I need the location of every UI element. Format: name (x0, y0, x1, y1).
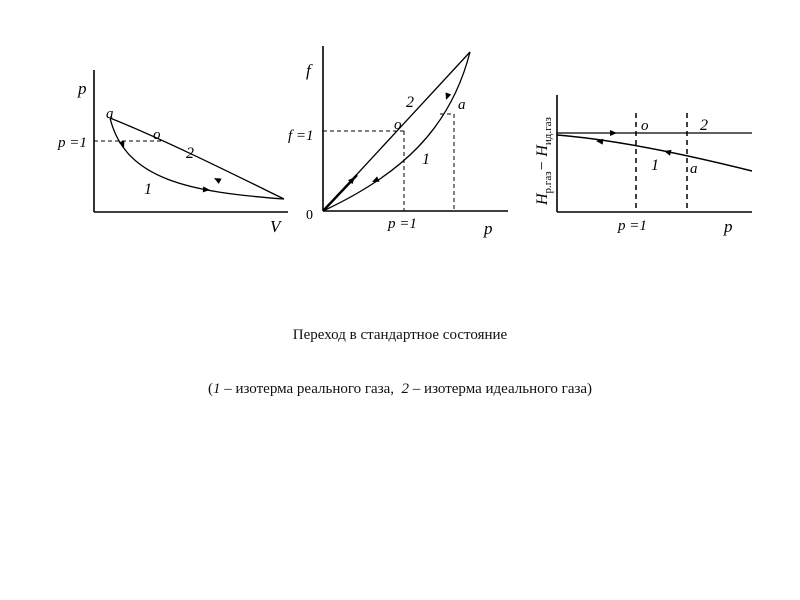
pv-x-label: V (270, 217, 283, 236)
caption-title: Переход в стандартное состояние (292, 327, 508, 343)
h-point-o: o (641, 118, 649, 134)
pv-point-a: a (106, 106, 114, 122)
caption-text-2: – изотерма идеального газа) (409, 381, 593, 397)
pv-ideal-isotherm (109, 117, 285, 200)
fp-curve-label-2: 2 (406, 94, 414, 111)
h-arrow-real-2 (663, 148, 672, 156)
pv-curve-label-1: 1 (144, 181, 152, 198)
fp-point-o: o (394, 117, 402, 133)
pv-p1-label: p =1 (57, 135, 87, 151)
h-curve-label-1: 1 (651, 157, 659, 174)
h-curve-label-2: 2 (700, 117, 708, 134)
fp-x-label: p (483, 219, 493, 238)
h-x-label: p (723, 217, 733, 236)
fp-p1-label: p =1 (387, 216, 417, 232)
h-y-label: Hр.газ− Hид.газ (534, 117, 554, 206)
fp-arrow-real-1 (443, 92, 452, 102)
h-point-a: a (690, 161, 698, 177)
pv-real-isotherm (109, 117, 285, 200)
fp-real-isotherm (322, 51, 471, 212)
caption-num-1: 1 (212, 381, 221, 397)
pv-arrow-real-2 (202, 186, 211, 193)
svg-text:Hр.газ− Hид.газ: Hр.газ− Hид.газ (534, 117, 554, 206)
caption-legend: (1 – изотерма реального газа, 2 – изотер… (0, 381, 800, 398)
caption-text-1: – изотерма реального газа, (220, 381, 402, 397)
h-real-isotherm (556, 134, 753, 172)
pv-curve-label-2: 2 (186, 145, 194, 162)
fp-origin: 0 (306, 208, 313, 223)
fp-f1-label: f =1 (288, 128, 314, 144)
pv-point-o: o (153, 127, 161, 143)
fp-curve-label-1: 1 (422, 151, 430, 168)
h-p1-label: p =1 (617, 218, 647, 234)
caption-num-2: 2 (401, 381, 410, 397)
pv-arrow-ideal (212, 175, 222, 184)
h-arrow-ideal (610, 130, 617, 136)
panel-pv: p V p =1 a o 2 1 (57, 70, 288, 236)
pv-y-label: p (77, 79, 87, 98)
panel-fp: f p 0 f =1 p =1 a o 2 1 (288, 46, 508, 238)
caption-open: ( (207, 381, 213, 397)
fp-point-a: a (458, 97, 466, 113)
panel-enthalpy: Hр.газ− Hид.газ p p =1 o 2 1 a (534, 95, 753, 236)
fp-y-label: f (306, 61, 313, 80)
